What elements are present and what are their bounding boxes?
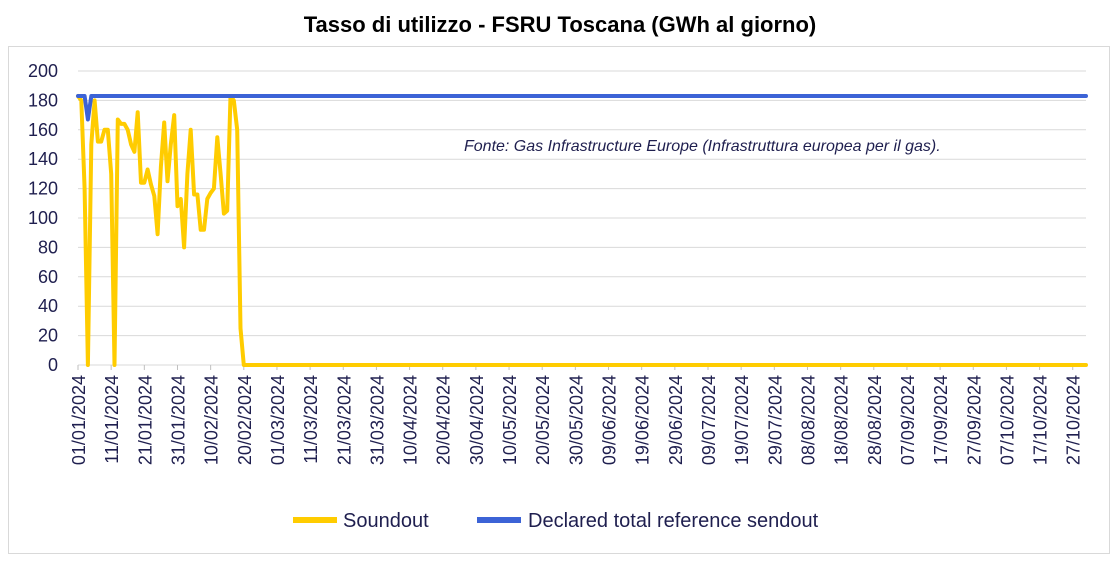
y-tick-label: 20 [38,326,58,346]
chart-title: Tasso di utilizzo - FSRU Toscana (GWh al… [303,12,817,37]
x-tick-label: 10/04/2024 [401,375,421,465]
legend-label: Soundout [343,510,429,532]
x-tick-label: 19/06/2024 [633,375,653,465]
x-tick-label: 11/03/2024 [301,375,321,464]
x-tick-label: 29/07/2024 [765,375,785,465]
x-tick-label: 07/09/2024 [898,375,918,465]
legend-label: Declared total reference sendout [528,510,819,532]
x-tick-label: 30/05/2024 [566,375,586,465]
x-tick-label: 27/09/2024 [964,375,984,465]
x-tick-label: 29/06/2024 [666,375,686,465]
y-tick-label: 0 [48,355,58,375]
y-tick-label: 140 [28,149,58,169]
y-tick-label: 120 [28,179,58,199]
x-tick-label: 31/01/2024 [168,375,188,465]
x-tick-label: 01/03/2024 [268,375,288,465]
x-tick-label: 21/03/2024 [334,375,354,465]
x-tick-label: 18/08/2024 [832,375,852,465]
x-tick-label: 19/07/2024 [732,375,752,465]
series-line-declared-sendout [76,94,1088,122]
series-line-soundout [76,94,1088,367]
y-tick-label: 40 [38,296,58,316]
y-tick-label: 160 [28,120,58,140]
y-tick-label: 100 [28,208,58,228]
x-tick-label: 20/05/2024 [533,375,553,465]
legend: Soundout Declared total reference sendout [293,510,819,532]
x-tick-label: 07/10/2024 [997,375,1017,465]
x-tick-label: 09/07/2024 [699,375,719,465]
x-axis-ticks: 01/01/2024 11/01/2024 21/01/2024 31/01/2024… [69,365,1084,465]
x-tick-label: 10/05/2024 [500,375,520,465]
x-tick-label: 20/02/2024 [235,375,255,465]
x-tick-label: 30/04/2024 [467,375,487,465]
x-tick-label: 28/08/2024 [865,375,885,465]
chart-frame [8,46,1110,554]
x-tick-label: 11/01/2024 [102,375,122,464]
x-tick-label: 20/04/2024 [434,375,454,465]
x-tick-label: 27/10/2024 [1064,375,1084,465]
y-axis-ticks: 0 20 40 60 80 100 120 140 160 180 200 [28,61,58,375]
x-tick-label: 21/01/2024 [135,375,155,465]
x-tick-label: 08/08/2024 [798,375,818,465]
x-tick-label: 17/10/2024 [1031,375,1051,465]
x-tick-label: 31/03/2024 [367,375,387,465]
y-tick-label: 80 [38,237,58,257]
y-tick-label: 60 [38,267,58,287]
x-tick-label: 09/06/2024 [600,375,620,465]
series-lines [76,94,1088,367]
x-tick-label: 01/01/2024 [69,375,89,465]
y-tick-label: 180 [28,90,58,110]
x-tick-label: 10/02/2024 [202,375,222,465]
y-tick-label: 200 [28,61,58,81]
x-tick-label: 17/09/2024 [931,375,951,465]
source-annotation: Fonte: Gas Infrastructure Europe (Infras… [464,138,941,155]
